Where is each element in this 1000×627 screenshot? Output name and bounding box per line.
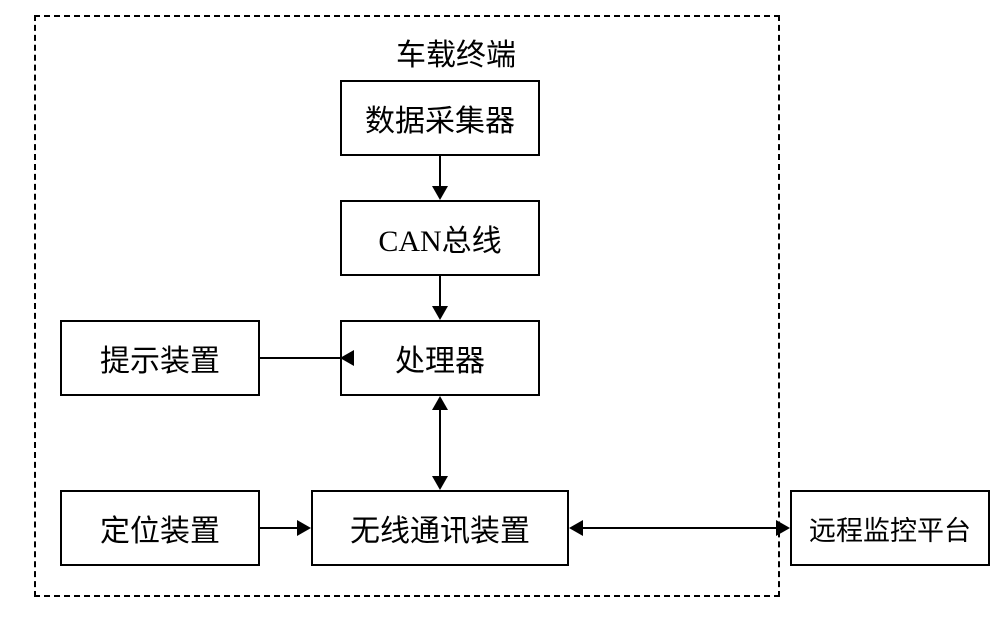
node-positioning-device: 定位装置 xyxy=(60,490,260,566)
diagram-title: 车载终端 xyxy=(396,30,516,74)
node-label: 无线通讯装置 xyxy=(350,506,530,550)
diagram-canvas: 车载终端 数据采集器 CAN总线 处理器 提示装置 定位装置 无线通讯装置 远程… xyxy=(0,0,1000,627)
node-processor: 处理器 xyxy=(340,320,540,396)
node-remote-platform: 远程监控平台 xyxy=(790,490,990,566)
node-label: 提示装置 xyxy=(100,336,220,380)
node-prompt-device: 提示装置 xyxy=(60,320,260,396)
node-can-bus: CAN总线 xyxy=(340,200,540,276)
node-label: CAN总线 xyxy=(378,216,501,260)
node-label: 数据采集器 xyxy=(365,96,515,140)
node-label: 远程监控平台 xyxy=(809,509,971,548)
node-wireless-comm: 无线通讯装置 xyxy=(311,490,569,566)
node-label: 处理器 xyxy=(395,336,485,380)
node-data-collector: 数据采集器 xyxy=(340,80,540,156)
node-label: 定位装置 xyxy=(100,506,220,550)
